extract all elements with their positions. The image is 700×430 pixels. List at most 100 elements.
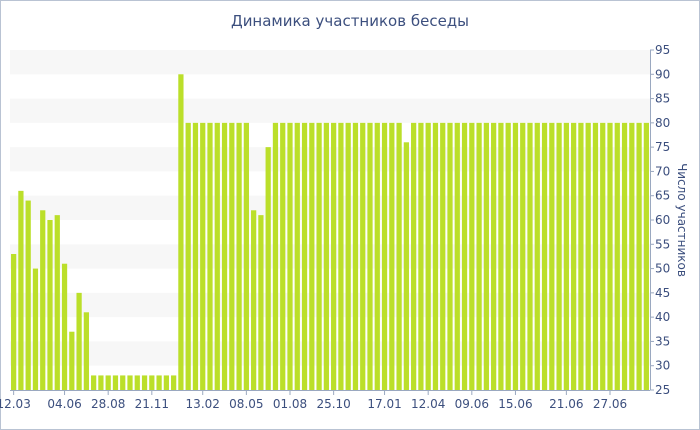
x-tick-label: 08.05 <box>229 397 263 411</box>
bar <box>418 122 424 391</box>
x-axis: 12.03 04.06 28.08 21.11 13.02 08.05 01.08 25.10… <box>0 390 650 411</box>
bar <box>600 122 606 391</box>
x-tick-label: 28.08 <box>91 397 125 411</box>
bar <box>563 122 569 391</box>
bar <box>571 122 577 391</box>
bar <box>69 331 75 390</box>
bar <box>469 122 475 391</box>
bar <box>527 122 533 391</box>
bar <box>629 122 635 391</box>
bar <box>141 375 148 390</box>
bar <box>541 122 548 391</box>
bar <box>585 122 591 391</box>
x-tick-label: 04.06 <box>47 397 81 411</box>
y-tick-label: 75 <box>655 140 670 154</box>
bar <box>440 122 446 391</box>
bar <box>207 122 213 391</box>
bar <box>280 122 286 391</box>
bar <box>54 215 60 390</box>
grid-band <box>10 98 650 123</box>
y-tick-label: 85 <box>655 92 670 106</box>
y-tick-label: 40 <box>655 310 670 324</box>
y-axis: 25 30 35 40 45 50 55 60 65 70 75 80 85 90 95 <box>650 43 670 397</box>
bar <box>483 122 489 391</box>
bar <box>83 312 89 390</box>
y-tick-label: 25 <box>655 383 670 397</box>
x-tick-label: 01.08 <box>273 397 307 411</box>
bar <box>389 122 395 391</box>
bar <box>265 147 271 390</box>
bar <box>112 375 119 390</box>
bar <box>607 122 613 391</box>
bar <box>301 122 308 391</box>
bar <box>338 122 344 391</box>
bar <box>621 122 628 391</box>
bar <box>18 190 24 390</box>
y-axis-label: Число участников <box>675 163 689 277</box>
bar <box>432 122 439 391</box>
bar <box>134 375 140 390</box>
bar <box>229 122 235 391</box>
bar <box>556 122 562 391</box>
bar <box>61 263 68 390</box>
y-tick-label: 95 <box>655 43 670 57</box>
bar <box>520 122 526 391</box>
bar <box>91 375 97 390</box>
bar <box>549 122 555 391</box>
bar <box>454 122 460 391</box>
bar <box>425 122 431 391</box>
y-tick-label: 80 <box>655 116 670 130</box>
bar <box>476 122 482 391</box>
bar <box>47 220 53 390</box>
bar <box>76 292 82 390</box>
y-tick-label: 65 <box>655 189 670 203</box>
bar <box>105 375 111 390</box>
bar <box>352 122 359 391</box>
bar <box>272 122 279 391</box>
bar <box>127 375 133 390</box>
bar <box>360 122 366 391</box>
x-tick-label: 21.06 <box>549 397 583 411</box>
grid-band <box>10 50 650 75</box>
bar <box>32 268 39 390</box>
bar <box>149 375 155 390</box>
x-tick-label: 25.10 <box>316 397 350 411</box>
bars <box>11 74 649 391</box>
bar <box>534 122 540 391</box>
x-tick-label: 27.06 <box>593 397 627 411</box>
bar <box>396 122 402 391</box>
bar <box>25 200 31 390</box>
bar <box>251 210 257 390</box>
bar <box>309 122 315 391</box>
bar <box>40 210 46 390</box>
bar <box>294 122 300 391</box>
bar <box>185 122 191 391</box>
x-tick-label: 21.11 <box>135 397 169 411</box>
y-tick-label: 45 <box>655 286 670 300</box>
bar <box>367 122 373 391</box>
bar <box>192 122 199 391</box>
bar <box>411 122 417 391</box>
bar <box>221 122 228 391</box>
bar <box>120 375 126 390</box>
bar <box>461 122 468 391</box>
bar <box>643 122 649 391</box>
x-tick-label: 09.06 <box>455 397 489 411</box>
bar <box>491 122 497 391</box>
bar <box>236 122 242 391</box>
bar <box>331 122 337 391</box>
bar <box>498 122 504 391</box>
y-tick-label: 90 <box>655 67 670 81</box>
bar <box>200 122 206 391</box>
bar <box>345 122 351 391</box>
bar <box>403 142 409 390</box>
bar <box>614 122 620 391</box>
bar <box>316 122 322 391</box>
bar <box>243 122 249 391</box>
bar <box>447 122 453 391</box>
y-tick-label: 35 <box>655 334 670 348</box>
bar <box>578 122 584 391</box>
x-tick-label: 12.04 <box>411 397 445 411</box>
bar <box>374 122 380 391</box>
y-tick-label: 30 <box>655 359 670 373</box>
